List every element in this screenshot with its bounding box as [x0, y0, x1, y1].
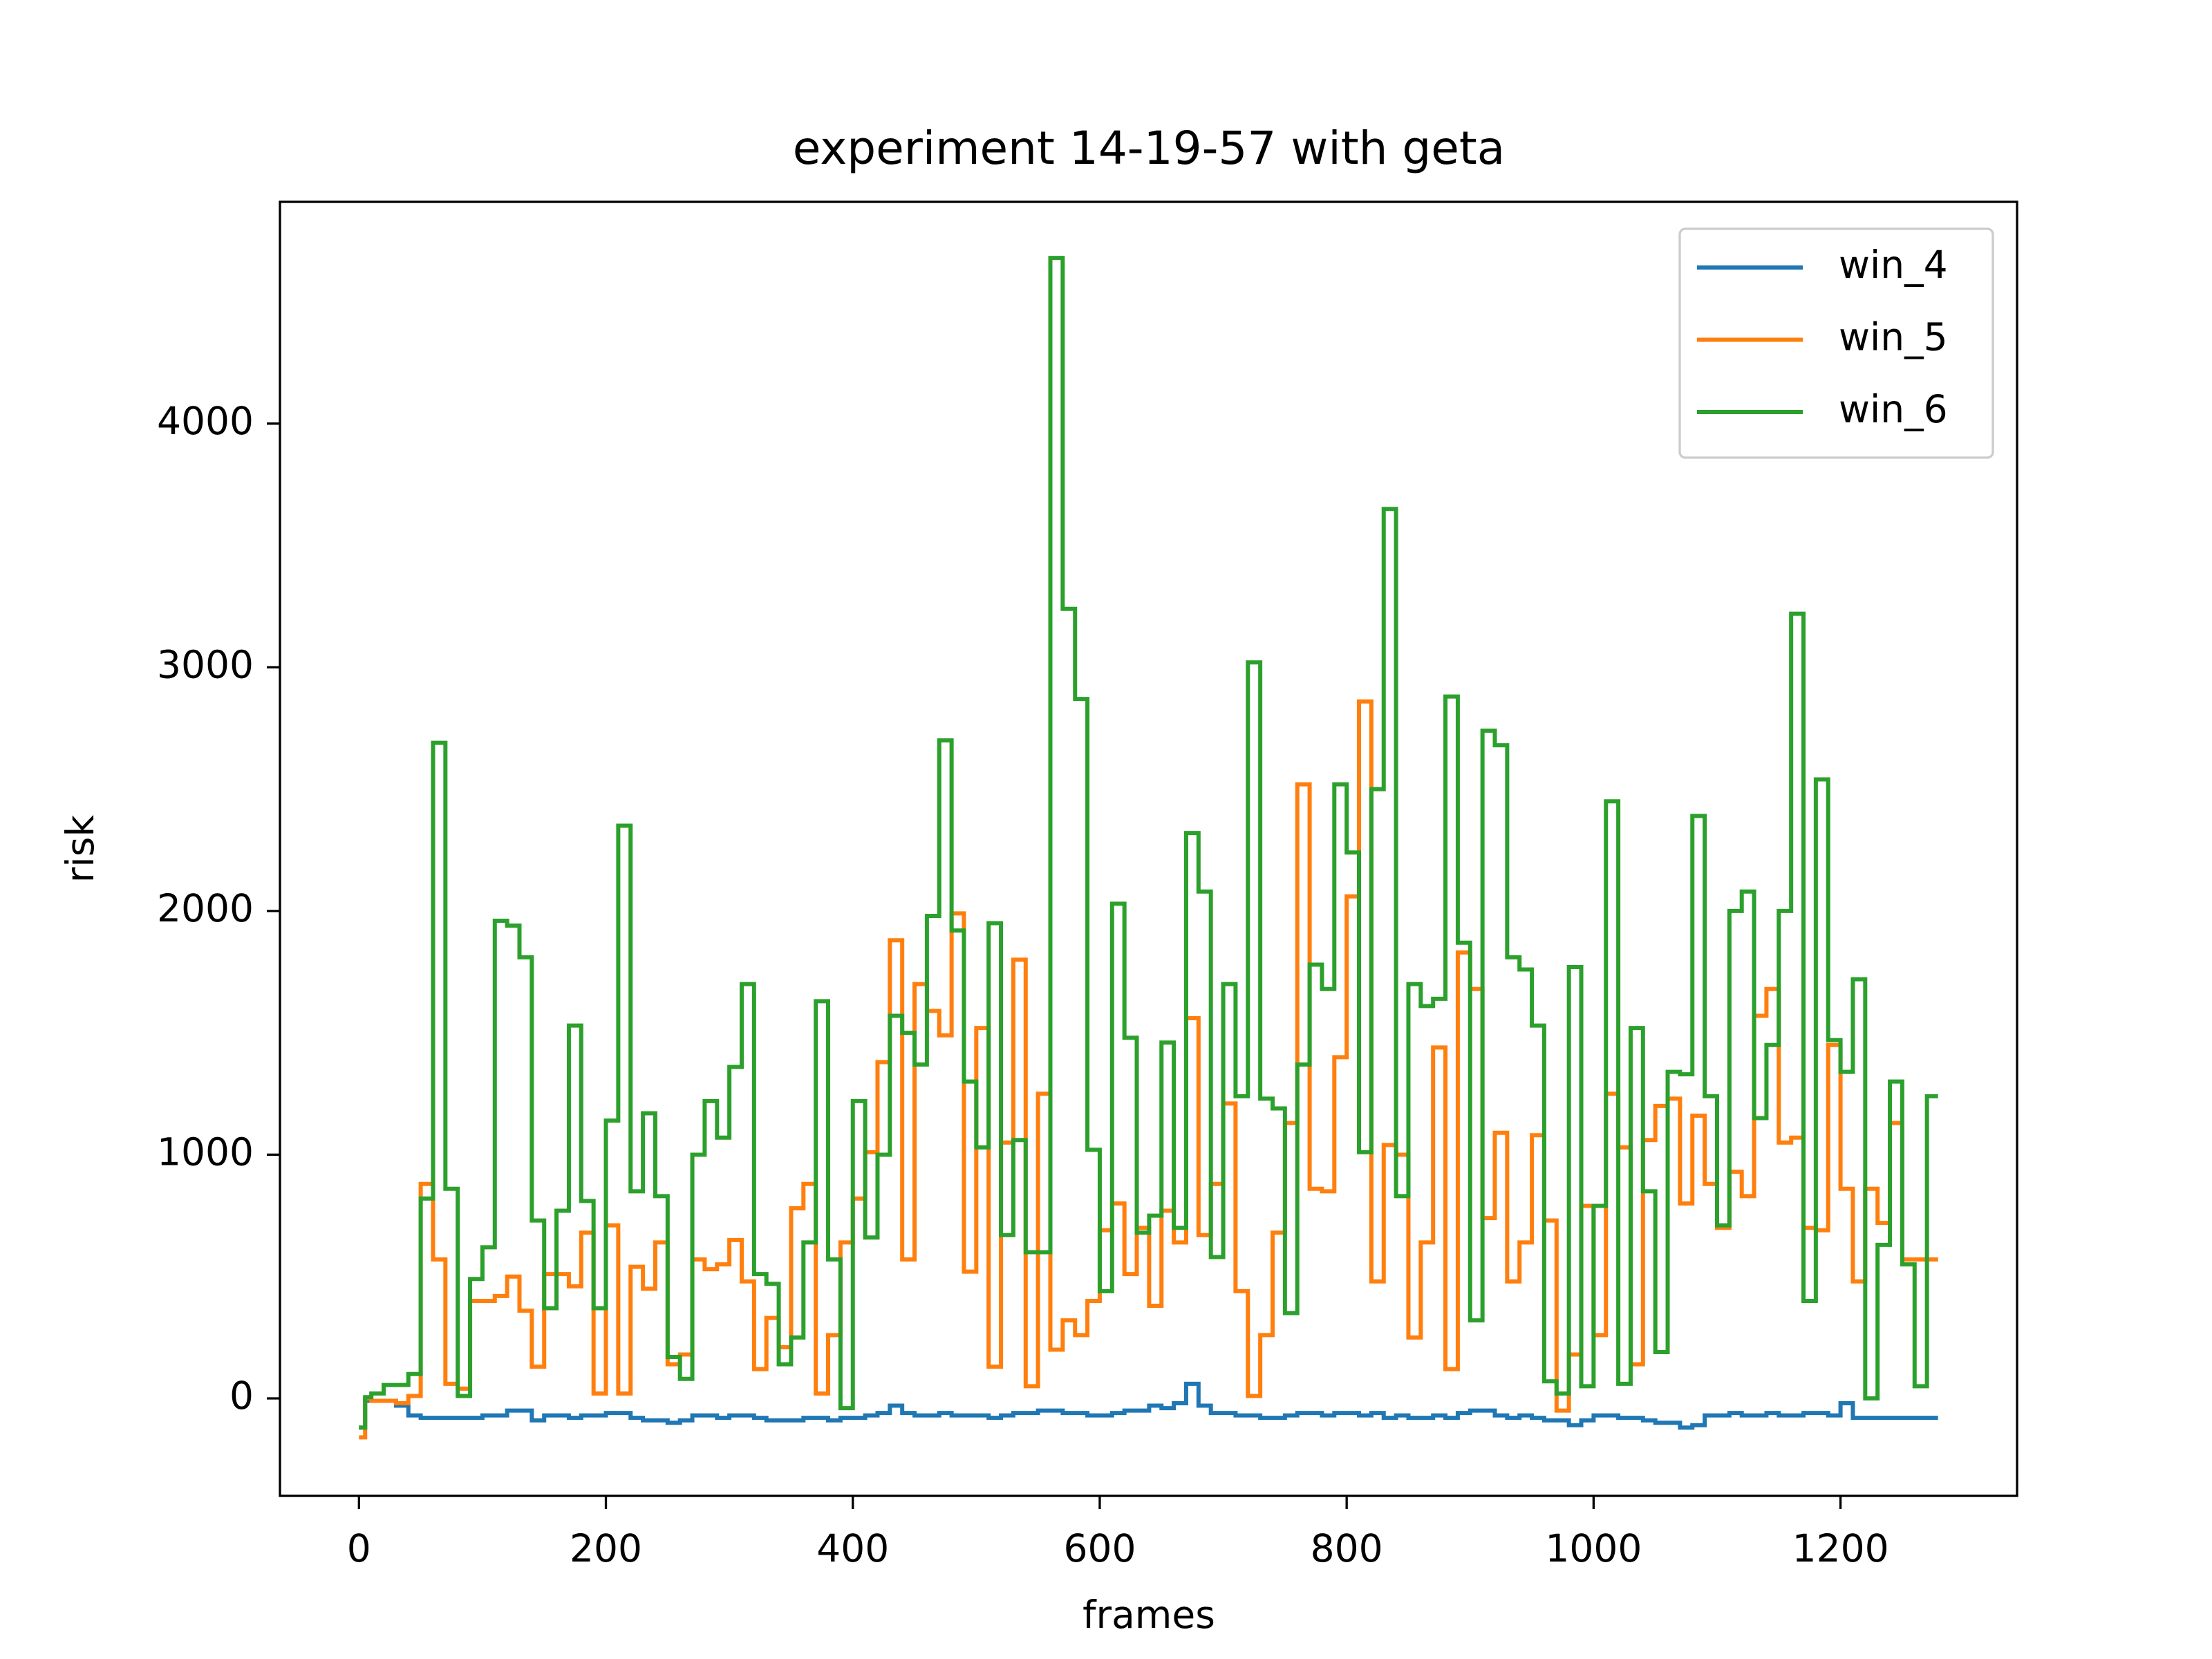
x-axis-label: frames	[1082, 1593, 1215, 1637]
series-line	[359, 256, 1938, 1430]
y-tick-label: 0	[229, 1374, 254, 1418]
y-tick-label: 1000	[157, 1130, 254, 1174]
chart-title: experiment 14-19-57 with geta	[793, 122, 1505, 175]
legend-label: win_4	[1839, 243, 1948, 287]
x-tick-label: 1200	[1792, 1526, 1889, 1571]
series-line	[359, 1381, 1938, 1430]
y-tick-label: 3000	[157, 642, 254, 686]
x-tick-label: 0	[347, 1526, 371, 1571]
axes-frame	[279, 200, 2018, 1497]
legend-box	[1678, 227, 1994, 459]
x-tick-label: 800	[1311, 1526, 1383, 1571]
x-tick-label: 1000	[1545, 1526, 1642, 1571]
x-tick-label: 400	[816, 1526, 889, 1571]
legend-label: win_5	[1839, 315, 1948, 359]
legend-label: win_6	[1839, 387, 1948, 431]
y-axis-label: risk	[58, 815, 102, 883]
y-tick-label: 4000	[157, 399, 254, 443]
y-tick-label: 2000	[157, 886, 254, 930]
x-tick-label: 600	[1063, 1526, 1136, 1571]
x-tick-label: 200	[570, 1526, 642, 1571]
